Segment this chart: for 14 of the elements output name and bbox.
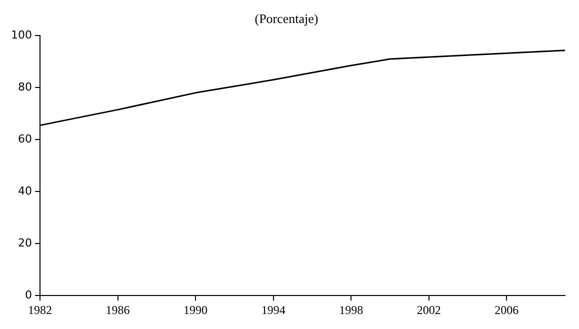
y-tick-label: 60: [18, 132, 32, 146]
x-tick-label: 2006: [494, 302, 519, 317]
x-tick-label: 1986: [106, 302, 130, 317]
y-tick-label: 40: [18, 184, 32, 198]
x-tick-label: 1982: [28, 302, 52, 317]
y-tick-label: 20: [18, 236, 32, 250]
x-tick-label: 1994: [261, 302, 286, 317]
y-tick-label: 100: [10, 28, 32, 42]
chart-title: (Porcentaje): [254, 11, 318, 26]
x-tick-label: 1990: [184, 302, 208, 317]
x-tick-label: 1998: [339, 302, 364, 317]
x-tick-label: 2002: [416, 302, 441, 317]
y-tick-label: 0: [24, 288, 32, 302]
y-tick-label: 80: [18, 80, 32, 94]
